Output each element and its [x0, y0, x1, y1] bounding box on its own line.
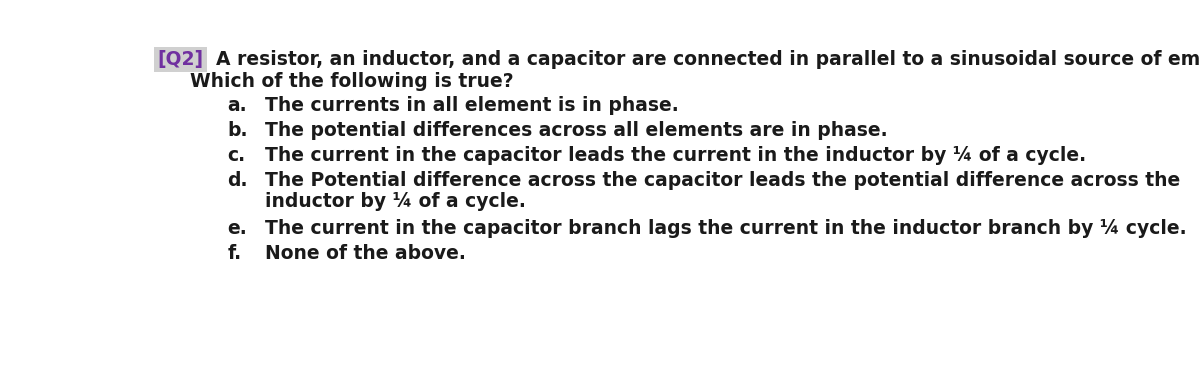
Text: None of the above.: None of the above.	[265, 244, 466, 263]
Text: e.: e.	[228, 220, 247, 239]
Text: [Q2]: [Q2]	[157, 50, 204, 69]
Text: The current in the capacitor leads the current in the inductor by ¼ of a cycle.: The current in the capacitor leads the c…	[265, 146, 1086, 165]
Text: c.: c.	[228, 146, 246, 165]
Text: A resistor, an inductor, and a capacitor are connected in parallel to a sinusoid: A resistor, an inductor, and a capacitor…	[216, 50, 1200, 69]
Text: Which of the following is true?: Which of the following is true?	[191, 72, 514, 91]
Text: The current in the capacitor branch lags the current in the inductor branch by ¼: The current in the capacitor branch lags…	[265, 220, 1187, 239]
Text: inductor by ¼ of a cycle.: inductor by ¼ of a cycle.	[265, 192, 526, 211]
Text: f.: f.	[228, 244, 241, 263]
Text: The potential differences across all elements are in phase.: The potential differences across all ele…	[265, 121, 887, 140]
Text: d.: d.	[228, 171, 248, 190]
Text: The Potential difference across the capacitor leads the potential difference acr: The Potential difference across the capa…	[265, 171, 1180, 190]
Text: a.: a.	[228, 96, 247, 115]
Text: b.: b.	[228, 121, 248, 140]
Text: The currents in all element is in phase.: The currents in all element is in phase.	[265, 96, 678, 115]
